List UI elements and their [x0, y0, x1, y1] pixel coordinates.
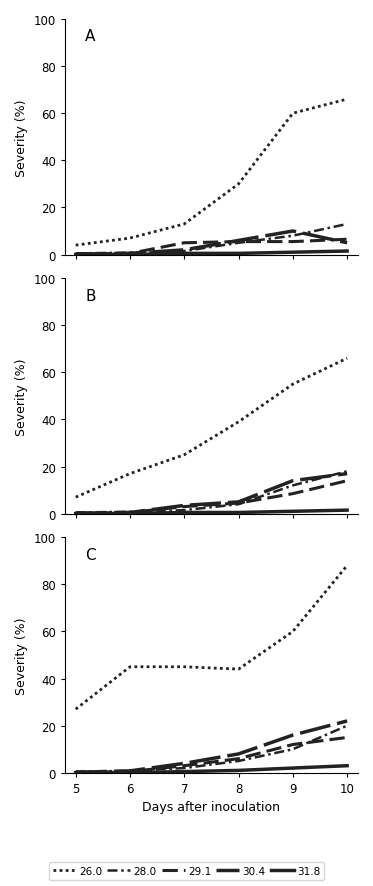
Text: B: B — [85, 288, 96, 303]
Y-axis label: Severity (%): Severity (%) — [15, 617, 28, 694]
Text: A: A — [85, 29, 96, 44]
Y-axis label: Severity (%): Severity (%) — [15, 358, 28, 435]
Legend: 26.0, 28.0, 29.1, 30.4, 31.8: 26.0, 28.0, 29.1, 30.4, 31.8 — [49, 861, 324, 880]
Y-axis label: Severity (%): Severity (%) — [15, 99, 28, 176]
X-axis label: Days after inoculation: Days after inoculation — [142, 800, 280, 813]
Text: C: C — [85, 547, 96, 562]
